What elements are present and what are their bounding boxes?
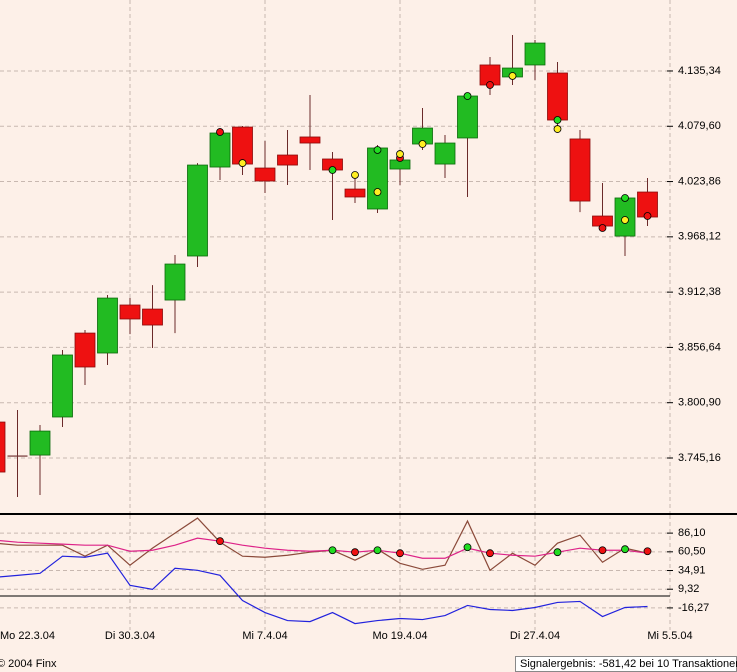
signal-dot: [621, 545, 629, 554]
signal-dot: [463, 543, 472, 552]
signal-dot: [553, 548, 562, 557]
candle-body: [524, 42, 546, 66]
candle-body: [0, 421, 6, 473]
candle-body: [97, 297, 118, 354]
candle-body: [187, 164, 208, 257]
candle-body: [164, 263, 186, 301]
candle-body: [209, 132, 231, 168]
candle-body: [119, 304, 141, 320]
signal-dot: [396, 150, 404, 158]
y-tick-label: 9,32: [678, 583, 699, 595]
y-tick-label: 3.745,16: [678, 452, 721, 464]
signal-dot: [216, 128, 224, 136]
candle-body: [299, 136, 321, 144]
y-tick-label: 34,91: [678, 564, 706, 576]
signal-dot: [553, 125, 562, 133]
result-text: Signalergebnis: -581,42 bei 10 Transakti…: [520, 658, 737, 670]
signal-dot: [328, 166, 337, 174]
signal-dot: [598, 546, 607, 555]
signal-dot: [643, 212, 652, 220]
y-tick-label: -16,27: [678, 602, 709, 614]
signal-dot: [553, 116, 562, 124]
signal-dot: [373, 546, 382, 555]
y-tick-label: 4.135,34: [678, 65, 721, 77]
x-tick-label: Mi 5.5.04: [647, 630, 692, 642]
candle-body: [254, 167, 276, 182]
candle-body: [569, 138, 591, 202]
signal-dot: [216, 537, 224, 546]
candle-body: [142, 308, 163, 326]
candle-body: [52, 354, 73, 418]
indicator-line: [0, 552, 648, 625]
y-tick-label: 60,50: [678, 546, 706, 558]
signal-dot: [396, 549, 404, 558]
candle-body: [547, 72, 568, 121]
signal-dot: [621, 216, 629, 224]
signal-dot: [508, 72, 517, 80]
x-tick-label: Mo 22.3.04: [0, 630, 55, 642]
signal-dot: [486, 549, 494, 558]
candle-body: [434, 142, 456, 165]
candle-body: [29, 430, 51, 456]
x-tick-label: Di 27.4.04: [510, 630, 560, 642]
signal-dot: [486, 81, 494, 89]
candle-body: [344, 188, 366, 198]
y-tick-label: 3.912,38: [678, 286, 721, 298]
y-tick-label: 4.079,60: [678, 120, 721, 132]
signal-dot: [621, 194, 629, 202]
x-tick-label: Mi 7.4.04: [242, 630, 287, 642]
y-tick-label: 3.856,64: [678, 341, 721, 353]
signal-dot: [373, 146, 382, 154]
x-tick-label: Mo 19.4.04: [372, 630, 427, 642]
signal-dot: [643, 547, 652, 556]
signal-dot: [598, 224, 607, 232]
signal-dot: [328, 546, 337, 555]
signal-dot: [238, 159, 247, 167]
x-tick-label: Di 30.3.04: [105, 630, 155, 642]
candle-body: [74, 332, 96, 368]
y-tick-label: 3.968,12: [678, 231, 721, 243]
signal-dot: [351, 171, 359, 179]
signal-dot: [351, 548, 359, 557]
signal-dot: [373, 188, 382, 196]
y-tick-label: 3.800,90: [678, 397, 721, 409]
y-tick-label: 86,10: [678, 527, 706, 539]
candle-body: [367, 147, 388, 210]
candle-body: [277, 154, 298, 166]
copyright: © 2004 Finx: [0, 658, 57, 670]
candle-body: [232, 126, 253, 165]
indicator-line: [0, 537, 648, 559]
candle-body: [457, 95, 478, 139]
signal-dot: [418, 140, 427, 148]
y-tick-label: 4.023,86: [678, 175, 721, 187]
signal-dot: [463, 92, 472, 100]
